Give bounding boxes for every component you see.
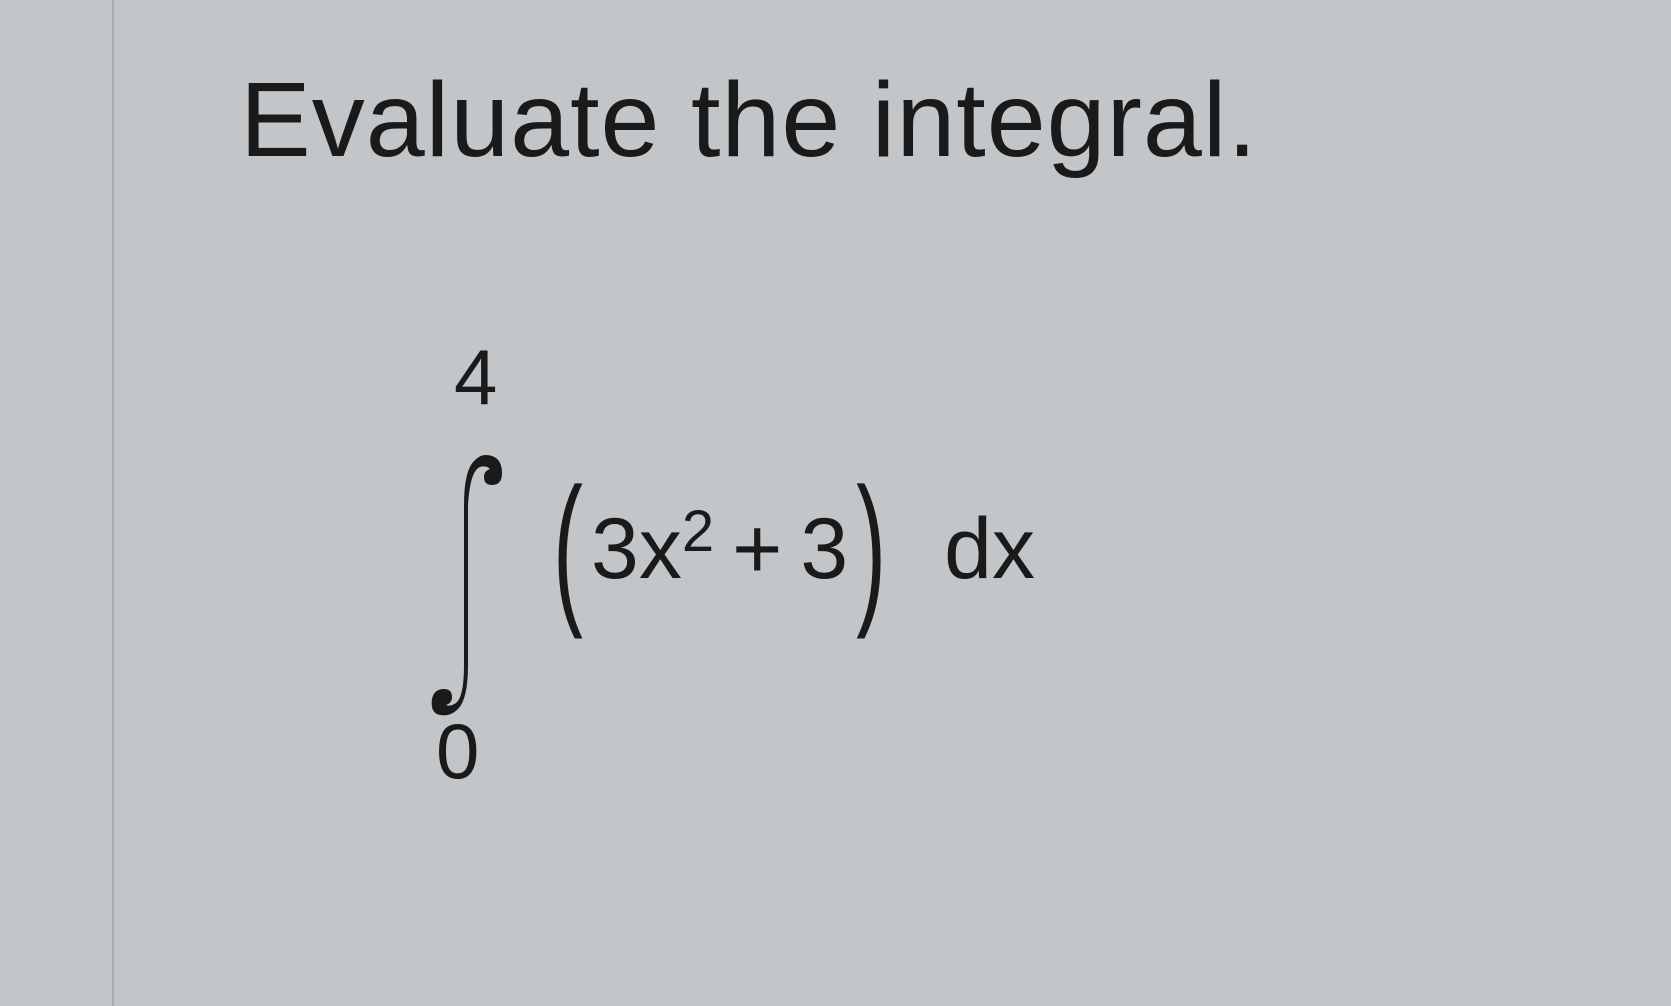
integrand-expression: ( 3x2 + 3 ) dx [545,498,1035,601]
operator: + [732,500,782,599]
margin-line [112,0,114,1006]
integral-expression: 4 0 ( 3x2 + 3 ) dx [430,340,510,725]
term-exponent: 2 [682,498,714,565]
integral-sign-icon [430,445,510,725]
open-paren: ( [553,454,583,645]
term-constant: 3 [800,500,848,599]
content-area: Evaluate the integral. 4 0 ( 3x2 + 3 ) d… [240,60,1640,181]
problem-title: Evaluate the integral. [240,60,1640,181]
term-variable: x [639,500,682,599]
close-paren: ) [856,454,886,645]
term-coefficient: 3 [591,500,639,599]
differential: dx [944,500,1035,599]
lower-bound: 0 [436,706,479,797]
upper-bound: 4 [454,332,497,423]
integral-symbol-group: 4 0 [430,340,510,725]
